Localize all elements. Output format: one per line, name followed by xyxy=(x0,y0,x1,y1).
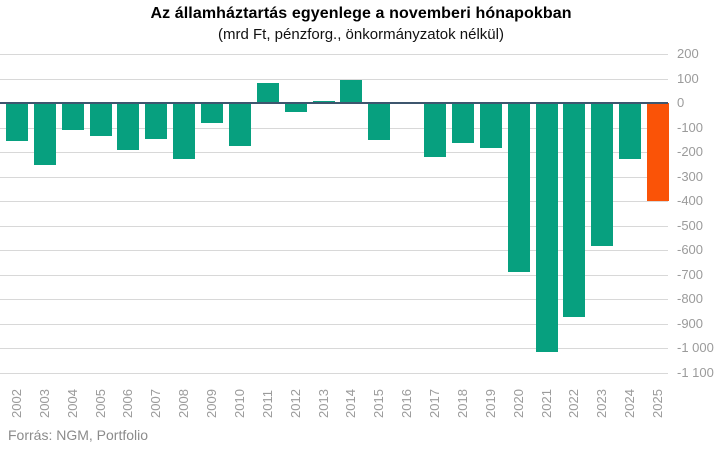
x-axis-tick-label-2003: 2003 xyxy=(36,389,52,418)
bar-2009 xyxy=(201,103,224,123)
y-axis-tick-label: -100 xyxy=(677,119,704,135)
x-axis-tick-label-2015: 2015 xyxy=(371,389,387,418)
x-axis-tick-label-2023: 2023 xyxy=(594,389,610,418)
bar-2018 xyxy=(451,103,474,144)
x-axis-tick-label-2014: 2014 xyxy=(343,389,359,418)
gridline-y-200 xyxy=(0,54,668,55)
x-axis-tick-label-2025: 2025 xyxy=(650,389,665,418)
x-axis-tick-label-2019: 2019 xyxy=(482,389,498,418)
bar-2019 xyxy=(479,103,502,149)
y-axis-tick-label: -200 xyxy=(677,144,704,159)
y-axis-tick-label: 100 xyxy=(677,70,699,86)
bar-2017 xyxy=(424,103,447,157)
y-axis-tick-label: -600 xyxy=(677,242,704,257)
x-axis-tick-label-2004: 2004 xyxy=(64,389,80,418)
bar-2020 xyxy=(507,103,530,273)
x-axis-tick-label-2018: 2018 xyxy=(454,389,470,418)
bar-2024 xyxy=(619,103,642,160)
bar-2011 xyxy=(256,83,279,103)
gridline-y--300 xyxy=(0,176,668,178)
gridline-y--700 xyxy=(0,274,668,276)
bar-2004 xyxy=(61,103,84,130)
y-axis-tick-label: -1 100 xyxy=(677,364,714,380)
gridline-y--800 xyxy=(0,299,668,300)
gridline-y--1100 xyxy=(0,372,668,374)
x-axis-tick-label-2009: 2009 xyxy=(204,389,220,418)
x-axis-tick-label-2006: 2006 xyxy=(120,389,136,418)
x-axis-tick-label-2012: 2012 xyxy=(287,389,303,418)
y-axis-tick-label: -400 xyxy=(677,193,704,208)
bar-2014 xyxy=(340,79,363,103)
gridline-y--400 xyxy=(0,201,668,202)
chart-title: Az államháztartás egyenlege a novemberi … xyxy=(150,5,572,22)
x-axis-tick-label-2016: 2016 xyxy=(399,389,415,418)
gridline-y-100 xyxy=(0,78,668,80)
gridline-y--100 xyxy=(0,127,668,129)
x-axis-tick-label-2005: 2005 xyxy=(92,389,108,418)
gridline-y--900 xyxy=(0,323,668,325)
y-axis-tick-label: 0 xyxy=(677,95,685,110)
gridline-y--1000 xyxy=(0,348,668,349)
bar-2007 xyxy=(145,103,168,139)
x-axis-tick-label-2017: 2017 xyxy=(427,389,443,418)
x-axis-tick-label-2008: 2008 xyxy=(176,389,192,418)
x-axis-tick-label-2022: 2022 xyxy=(566,389,582,418)
x-axis-tick-label-2007: 2007 xyxy=(148,389,164,418)
bar-2012 xyxy=(284,103,307,112)
gridline-y--200 xyxy=(0,152,668,153)
x-axis-tick-label-2010: 2010 xyxy=(231,389,247,418)
bar-2013 xyxy=(312,100,335,103)
x-axis-tick-label-2020: 2020 xyxy=(510,389,526,418)
x-axis-tick-label-2021: 2021 xyxy=(538,389,554,418)
bar-2002 xyxy=(6,103,28,141)
bar-2023 xyxy=(591,103,614,247)
x-axis-tick-label-2024: 2024 xyxy=(622,389,638,418)
y-axis-tick-label: -900 xyxy=(677,315,704,331)
bar-2010 xyxy=(228,103,251,146)
bar-2025 xyxy=(647,103,669,201)
zero-axis-line xyxy=(0,102,668,104)
y-axis-tick-label: 200 xyxy=(677,46,699,61)
gridline-y--600 xyxy=(0,250,668,251)
y-axis-tick-label: -300 xyxy=(677,168,704,184)
x-axis-tick-label-2011: 2011 xyxy=(259,390,275,418)
y-axis-tick-label: -700 xyxy=(677,266,704,282)
bar-2015 xyxy=(368,103,391,140)
bar-2006 xyxy=(117,103,140,150)
bar-2022 xyxy=(563,103,586,318)
source-text: Forrás: NGM, Portfolio xyxy=(8,427,149,443)
bar-2005 xyxy=(89,103,112,137)
y-axis-tick-label: -800 xyxy=(677,291,704,306)
chart-subtitle: (mrd Ft, pénzforg., önkormányzatok nélkü… xyxy=(218,26,504,43)
y-axis-tick-label: -1 000 xyxy=(677,340,714,355)
y-axis-tick-label: -500 xyxy=(677,217,704,233)
bar-2021 xyxy=(535,103,558,352)
x-axis-tick-label-2002: 2002 xyxy=(9,389,24,418)
x-axis-tick-label-2013: 2013 xyxy=(315,389,331,418)
gridline-y--500 xyxy=(0,225,668,227)
bar-2003 xyxy=(33,103,56,166)
bar-2008 xyxy=(173,103,196,160)
